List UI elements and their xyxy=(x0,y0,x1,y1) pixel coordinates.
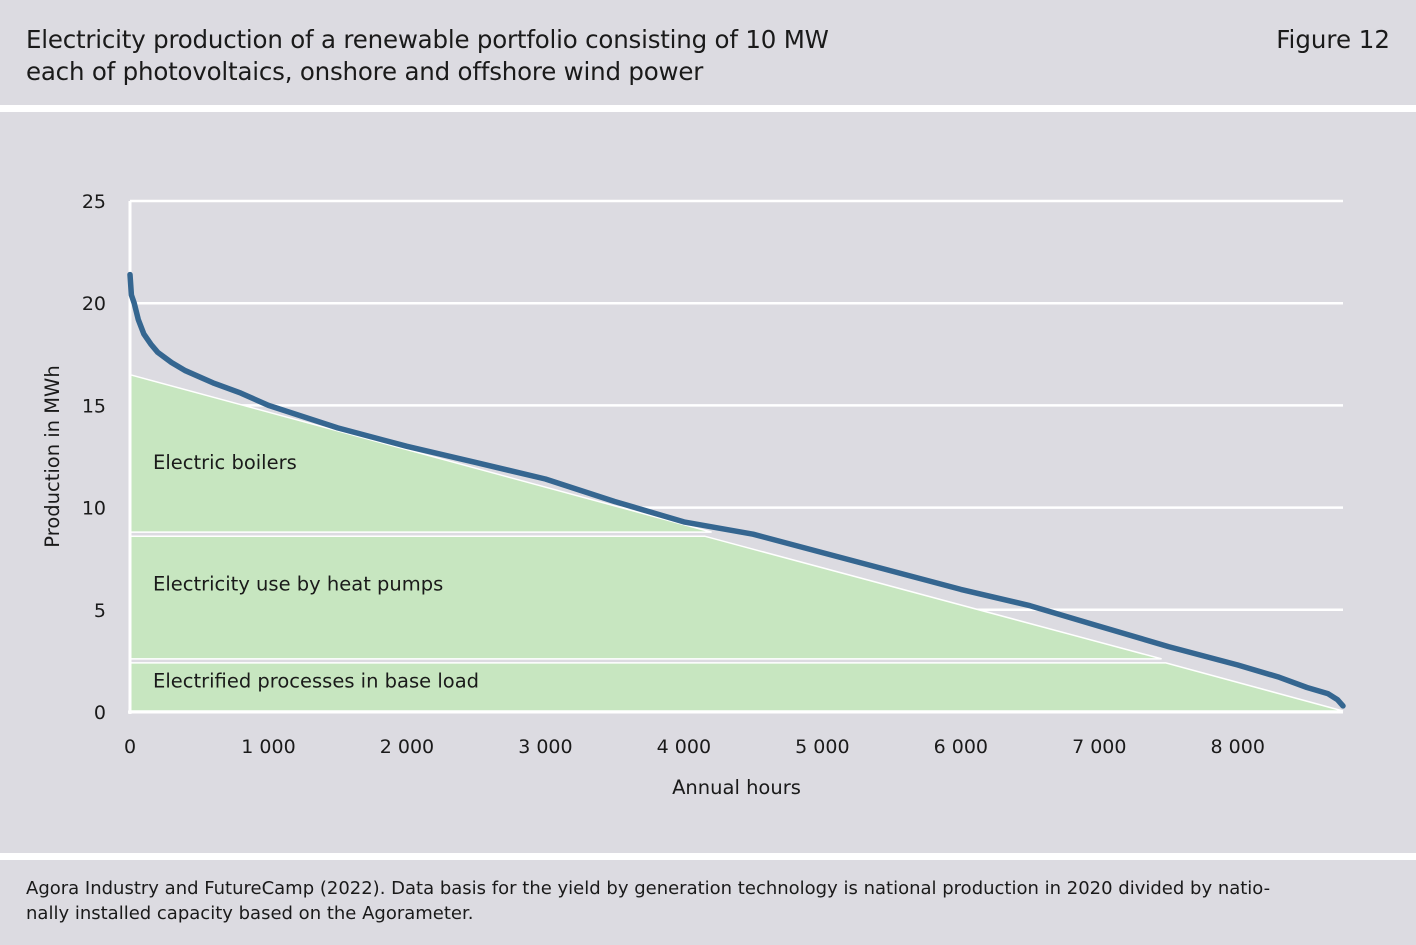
labels: 0 5 10 15 20 25 Electric boilers Electricity us… xyxy=(41,191,1265,799)
x-tick-label: 7 000 xyxy=(1072,736,1126,758)
x-tick-label: 0 xyxy=(124,736,136,758)
production-line xyxy=(127,271,1346,709)
area-label: Electricity use by heat pumps xyxy=(153,572,443,595)
header-band xyxy=(0,0,1416,105)
y-tick-label: 10 xyxy=(82,498,106,520)
x-tick-label: 1 000 xyxy=(241,736,295,758)
y-tick-label: 5 xyxy=(94,600,106,622)
x-axis-title: Annual hours xyxy=(672,776,801,799)
chart-title: Electricity production of a renewable po… xyxy=(26,25,829,86)
x-tick-label: 8 000 xyxy=(1211,736,1265,758)
chart: 0 5 10 15 20 25 Electric boilers Electricity us… xyxy=(41,191,1346,799)
y-tick-label: 25 xyxy=(82,191,106,213)
production-curve xyxy=(127,271,1346,709)
footer-band xyxy=(0,860,1416,945)
x-tick-label: 2 000 xyxy=(380,736,434,758)
x-tick-label: 4 000 xyxy=(657,736,711,758)
x-tick-label: 5 000 xyxy=(795,736,849,758)
y-tick-label: 0 xyxy=(94,702,106,724)
usage-areas xyxy=(129,373,1344,712)
x-tick-label: 3 000 xyxy=(518,736,572,758)
y-tick-label: 20 xyxy=(82,293,106,315)
y-axis-title: Production in MWh xyxy=(41,365,64,547)
source-note: Agora Industry and FutureCamp (2022). Da… xyxy=(26,878,1271,924)
x-tick-label: 6 000 xyxy=(934,736,988,758)
y-tick-label: 15 xyxy=(82,395,106,417)
figure-label: Figure 12 xyxy=(1276,25,1390,54)
area-label: Electrified processes in base load xyxy=(153,669,479,692)
area-label: Electric boilers xyxy=(153,451,297,474)
